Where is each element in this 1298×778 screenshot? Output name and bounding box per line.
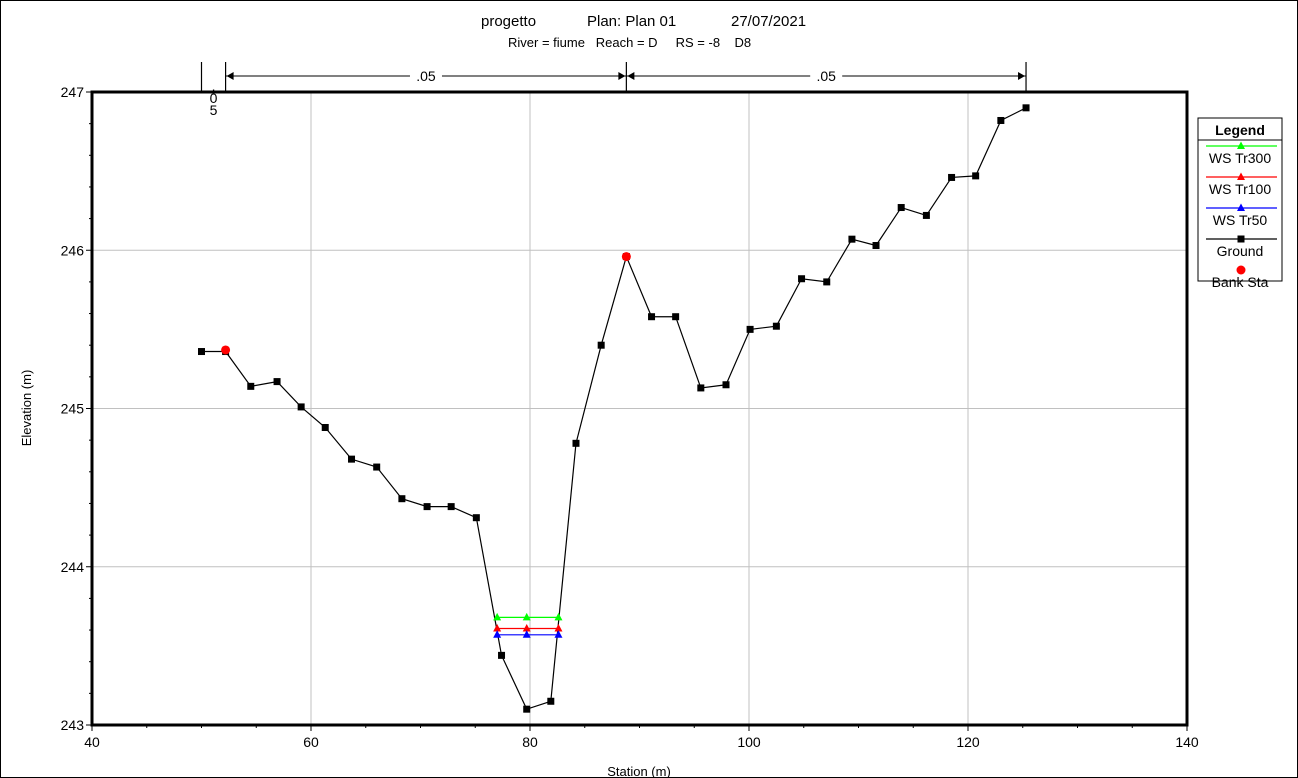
data-point (798, 275, 806, 283)
data-point (198, 348, 205, 356)
manning-small-zone-label: 0 (210, 90, 218, 106)
title-subtitle: River = fiume Reach = D RS = -8 D8 (508, 35, 751, 50)
data-point (297, 403, 305, 411)
data-point (247, 382, 255, 390)
x-tick-label: 140 (1175, 734, 1199, 750)
y-axis-title: Elevation (m) (19, 370, 34, 447)
series-layer (198, 104, 1030, 713)
legend-label: Ground (1217, 243, 1264, 259)
x-tick-label: 60 (303, 734, 319, 750)
legend-swatch-marker (1237, 203, 1245, 211)
data-point (621, 252, 631, 262)
data-point (997, 116, 1005, 124)
data-point (948, 173, 956, 181)
manning-small-zone-label: 5 (210, 102, 218, 118)
data-point (722, 381, 730, 389)
manning-arrow-head (1018, 72, 1026, 80)
series-bank-sta (221, 252, 631, 355)
data-point (554, 623, 563, 632)
data-point (554, 612, 563, 621)
legend-title: Legend (1215, 122, 1265, 138)
legend-entry: Ground (1206, 235, 1277, 259)
data-point (221, 345, 231, 355)
data-point (273, 378, 281, 386)
legend-entry: WS Tr50 (1206, 203, 1277, 228)
data-point (321, 423, 329, 431)
data-point (746, 325, 754, 333)
x-tick-label: 40 (84, 734, 100, 750)
data-point (897, 204, 905, 212)
data-point (447, 503, 455, 511)
manning-value-label: .05 (816, 68, 836, 84)
data-point (772, 322, 780, 330)
data-point (498, 651, 506, 659)
data-point (848, 235, 856, 243)
y-tick-label: 243 (61, 717, 85, 733)
data-point (493, 623, 502, 632)
data-point (423, 503, 431, 511)
data-point (697, 384, 705, 392)
data-point (648, 313, 656, 321)
x-axis-ticks: 40 60 80 100 120 140 (84, 725, 1199, 750)
legend-label: WS Tr50 (1213, 212, 1268, 228)
y-axis-ticks: 243 244 245 246 247 (61, 84, 92, 733)
data-point (872, 242, 880, 250)
legend-label: WS Tr100 (1209, 181, 1271, 197)
series-line (201, 107, 1027, 710)
data-point (472, 514, 480, 522)
data-point (972, 172, 980, 180)
manning-arrow-head (226, 72, 234, 80)
manning-value-label: .05 (416, 68, 436, 84)
data-point (493, 630, 502, 638)
legend-swatch-marker (1237, 172, 1245, 180)
data-point (522, 630, 531, 638)
chart-title: progetto Plan: Plan 01 27/07/2021 River … (481, 13, 806, 50)
data-point (922, 211, 930, 219)
manning-small-zone-label: . (212, 78, 216, 94)
data-point (547, 697, 555, 705)
title-plan: Plan: Plan 01 (587, 13, 676, 30)
x-tick-label: 80 (522, 734, 538, 750)
title-project: progetto (481, 13, 536, 30)
data-point (522, 612, 531, 621)
data-point (348, 455, 356, 463)
legend-entry: WS Tr300 (1206, 141, 1277, 166)
data-point (572, 439, 580, 447)
data-point (597, 341, 605, 349)
manning-arrow-head (627, 72, 635, 80)
data-point (823, 278, 831, 286)
data-point (373, 463, 381, 471)
legend-swatch-marker (1237, 141, 1245, 149)
x-tick-label: 120 (956, 734, 980, 750)
x-tick-label: 100 (737, 734, 761, 750)
manning-arrow-head (618, 72, 626, 80)
data-point (1022, 104, 1030, 112)
y-tick-label: 246 (61, 242, 85, 258)
legend-swatch-marker (1237, 235, 1245, 243)
y-tick-label: 247 (61, 84, 85, 100)
legend-swatch-marker (1236, 265, 1246, 275)
series-ws-tr300 (493, 612, 563, 621)
legend-label: WS Tr300 (1209, 150, 1271, 166)
series-ground (198, 104, 1030, 713)
data-point (522, 623, 531, 632)
y-tick-label: 244 (61, 559, 85, 575)
manning-annotations: .05.05.05 (200, 62, 1027, 118)
y-tick-label: 245 (61, 401, 85, 417)
x-axis-title: Station (m) (607, 764, 671, 778)
legend-label: Bank Sta (1212, 274, 1269, 290)
data-point (398, 495, 406, 503)
legend-entry: Bank Sta (1212, 265, 1269, 290)
data-point (554, 630, 563, 638)
legend-entry: WS Tr100 (1206, 172, 1277, 197)
data-point (672, 313, 680, 321)
title-date: 27/07/2021 (731, 13, 806, 30)
series-ws-tr100 (493, 623, 563, 632)
data-point (523, 705, 531, 713)
data-point (493, 612, 502, 621)
legend: Legend WS Tr300 WS Tr100 WS Tr50 Ground Bank… (1197, 117, 1283, 290)
series-ws-tr50 (493, 630, 563, 638)
